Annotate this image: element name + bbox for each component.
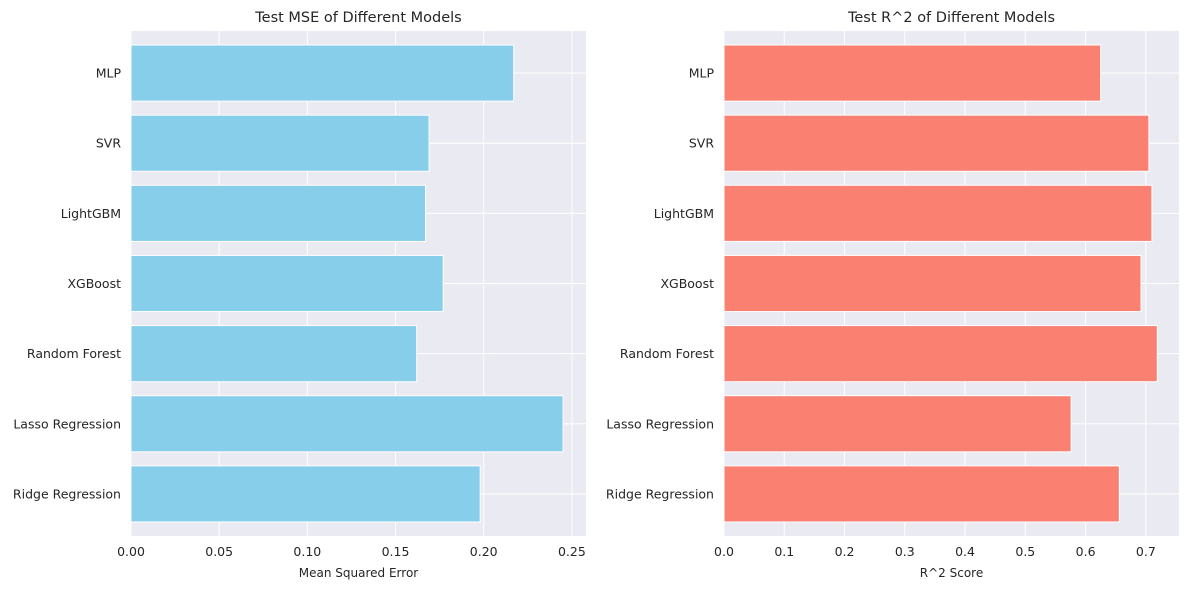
- bar: [723, 325, 1158, 383]
- mse-chart-title: Test MSE of Different Models: [254, 10, 461, 26]
- bar: [130, 395, 564, 453]
- bar: [723, 114, 1150, 172]
- category-label: MLP: [689, 66, 715, 81]
- category-label: Ridge Regression: [606, 486, 714, 501]
- bar: [130, 184, 427, 242]
- bar: [723, 44, 1102, 102]
- mse-category-labels: Ridge Regression Lasso Regression Random F…: [13, 66, 122, 502]
- bar: [723, 465, 1120, 523]
- x-tick-label: 0.3: [895, 544, 915, 559]
- x-tick-label: 0.10: [293, 544, 321, 559]
- x-tick-label: 0.05: [205, 544, 233, 559]
- category-label: LightGBM: [654, 206, 714, 221]
- category-label: SVR: [689, 136, 714, 151]
- bar: [723, 395, 1072, 453]
- bar: [130, 325, 418, 383]
- category-label: Ridge Regression: [13, 486, 121, 501]
- r2-bars: [723, 44, 1158, 523]
- x-tick-label: 0.6: [1076, 544, 1096, 559]
- bar: [130, 465, 481, 523]
- category-label: Random Forest: [27, 346, 121, 361]
- category-label: XGBoost: [67, 276, 121, 291]
- x-tick-label: 0.7: [1136, 544, 1156, 559]
- r2-category-labels: Ridge Regression Lasso Regression Random F…: [606, 66, 715, 502]
- category-label: Lasso Regression: [606, 416, 714, 431]
- mse-tick-labels: 0.00 0.05 0.10 0.15 0.20 0.25: [117, 544, 586, 559]
- bar: [723, 184, 1153, 242]
- bar: [130, 254, 444, 313]
- mse-chart: Test MSE of Different Models Ridge Regre…: [13, 10, 586, 580]
- bar: [130, 44, 515, 102]
- x-tick-label: 0.15: [382, 544, 410, 559]
- category-label: SVR: [96, 136, 121, 151]
- r2-tick-labels: 0.0 0.1 0.2 0.3 0.4 0.5 0.6 0.7: [714, 544, 1156, 559]
- r2-chart: Test R^2 of Different Models Ridge Regre…: [606, 10, 1179, 580]
- bar: [723, 254, 1142, 313]
- x-tick-label: 0.5: [1015, 544, 1035, 559]
- mse-x-axis-label: Mean Squared Error: [299, 566, 419, 580]
- x-tick-label: 0.4: [955, 544, 975, 559]
- category-label: Lasso Regression: [13, 416, 121, 431]
- category-label: LightGBM: [61, 206, 121, 221]
- r2-chart-title: Test R^2 of Different Models: [847, 10, 1055, 26]
- x-tick-label: 0.2: [835, 544, 855, 559]
- x-tick-label: 0.1: [774, 544, 794, 559]
- category-label: MLP: [96, 66, 122, 81]
- r2-x-axis-label: R^2 Score: [920, 566, 983, 580]
- x-tick-label: 0.0: [714, 544, 734, 559]
- x-tick-label: 0.00: [117, 544, 145, 559]
- bar: [130, 114, 430, 172]
- category-label: XGBoost: [660, 276, 714, 291]
- x-tick-label: 0.20: [470, 544, 498, 559]
- mse-bars: [130, 44, 564, 523]
- category-label: Random Forest: [620, 346, 714, 361]
- x-tick-label: 0.25: [558, 544, 586, 559]
